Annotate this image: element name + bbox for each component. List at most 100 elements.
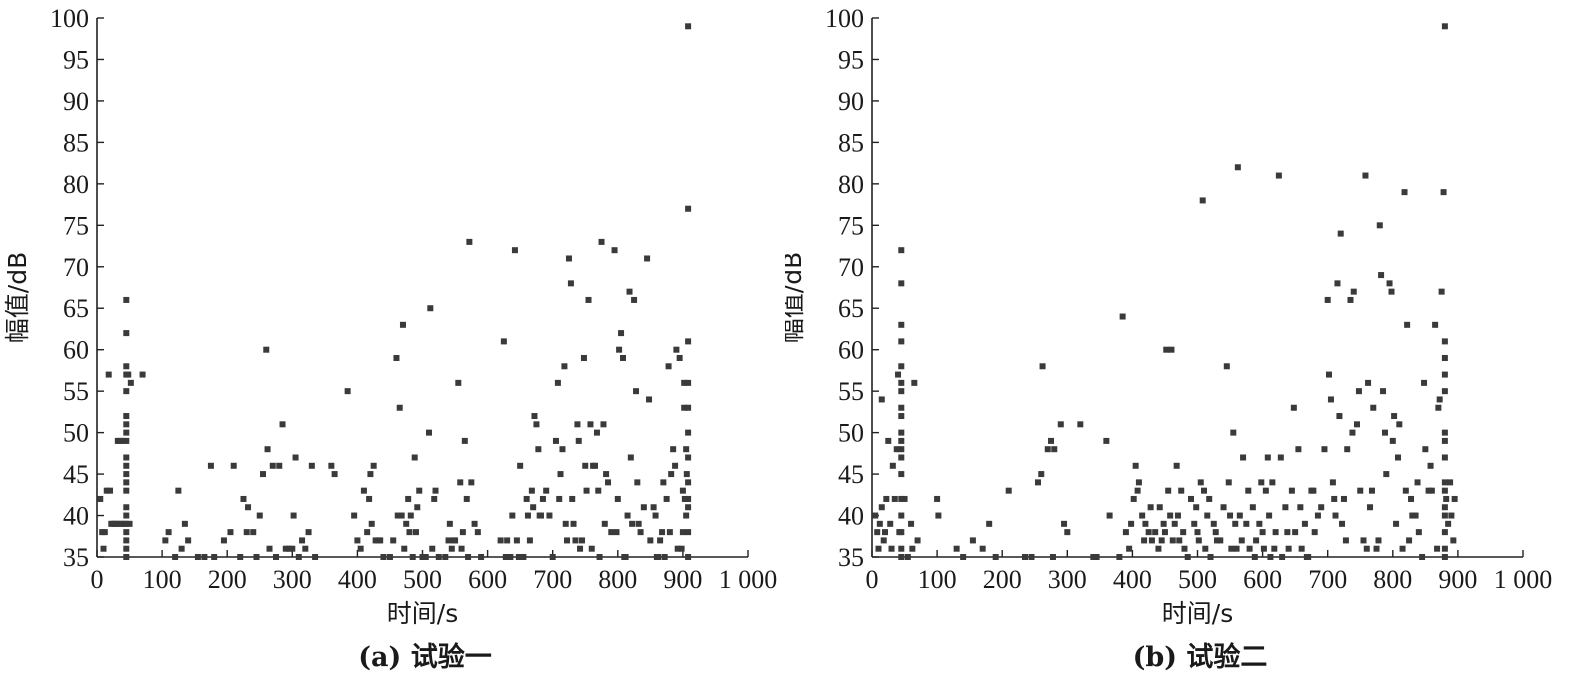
data-point: [1378, 272, 1385, 279]
data-point: [1427, 462, 1434, 469]
data-point: [123, 296, 130, 303]
data-point: [463, 495, 470, 502]
data-point: [557, 471, 564, 478]
data-point: [1383, 471, 1390, 478]
scatter-chart-a: 35 40 45 50 55 60 65 70 75 80 85 90 95 100 0 100 200 300 4…: [3, 4, 777, 673]
data-point: [1360, 537, 1367, 544]
data-point: [123, 363, 130, 370]
data-point: [1367, 504, 1374, 511]
data-point: [1256, 520, 1263, 527]
y-tick-label: 90: [63, 87, 89, 116]
data-point: [1318, 504, 1325, 511]
data-point: [1350, 288, 1357, 295]
data-point: [676, 354, 683, 361]
data-point: [308, 462, 315, 469]
data-point: [1194, 529, 1201, 536]
data-point: [1428, 487, 1435, 494]
data-point: [1223, 363, 1230, 370]
data-point: [422, 554, 429, 560]
data-point: [565, 255, 572, 262]
data-point: [403, 520, 410, 527]
data-point: [263, 346, 270, 353]
data-point: [622, 554, 629, 560]
data-point: [673, 346, 680, 353]
data-point: [426, 429, 433, 436]
data-point: [1093, 554, 1100, 560]
data-point: [107, 487, 114, 494]
data-point: [1267, 554, 1274, 560]
data-point: [898, 404, 905, 411]
data-point: [582, 462, 589, 469]
data-point: [1266, 512, 1273, 519]
data-point: [1395, 454, 1402, 461]
data-point: [1292, 529, 1299, 536]
data-point: [459, 529, 466, 536]
data-point: [1039, 363, 1046, 370]
data-point: [399, 321, 406, 328]
y-tick-label: 65: [838, 294, 864, 323]
data-point: [898, 413, 905, 420]
data-point: [661, 554, 668, 560]
data-point: [465, 554, 472, 560]
y-tick-label: 100: [50, 4, 89, 33]
data-point: [1201, 487, 1208, 494]
data-point: [611, 247, 618, 254]
data-point: [253, 554, 260, 560]
data-point: [162, 537, 169, 544]
data-point: [250, 529, 257, 536]
data-point: [435, 554, 442, 560]
data-point: [620, 354, 627, 361]
data-point: [875, 545, 882, 552]
x-tick-label: 800: [1373, 565, 1412, 594]
data-point: [407, 512, 414, 519]
data-point: [1212, 529, 1219, 536]
y-tick-label: 70: [838, 253, 864, 282]
data-point: [1275, 172, 1282, 179]
data-point: [1441, 512, 1448, 519]
data-point: [592, 462, 599, 469]
data-point: [1044, 446, 1051, 453]
data-point: [898, 545, 905, 552]
data-point: [123, 537, 130, 544]
data-point: [1269, 479, 1276, 486]
data-point: [1139, 512, 1146, 519]
data-point: [1262, 487, 1269, 494]
data-point: [123, 520, 130, 527]
data-point: [1187, 495, 1194, 502]
data-point: [1388, 288, 1395, 295]
data-point: [530, 504, 537, 511]
data-point: [1297, 504, 1304, 511]
data-point: [266, 545, 273, 552]
data-point: [123, 388, 130, 395]
data-point: [1334, 280, 1341, 287]
data-point: [398, 512, 405, 519]
data-point: [1441, 371, 1448, 378]
data-point: [1210, 520, 1217, 527]
data-point: [1451, 495, 1458, 502]
y-tick-label: 80: [838, 170, 864, 199]
data-point: [1432, 321, 1439, 328]
data-point: [331, 471, 338, 478]
data-point: [139, 371, 146, 378]
y-tick-label: 35: [63, 543, 89, 572]
data-point: [898, 437, 905, 444]
data-point: [655, 554, 662, 560]
data-point: [898, 495, 905, 502]
data-point: [1122, 529, 1129, 536]
data-point: [1402, 487, 1409, 494]
data-point: [220, 537, 227, 544]
data-point: [600, 421, 607, 428]
y-tick-label: 40: [838, 502, 864, 531]
data-point: [468, 479, 475, 486]
data-point: [549, 554, 556, 560]
data-point: [635, 520, 642, 527]
data-point: [1376, 222, 1383, 229]
data-point: [1184, 554, 1191, 560]
data-point: [960, 554, 967, 560]
data-point: [1324, 296, 1331, 303]
data-point: [1176, 537, 1183, 544]
data-point: [577, 545, 584, 552]
y-tick-label: 70: [63, 253, 89, 282]
data-point: [120, 437, 127, 444]
data-point: [898, 247, 905, 254]
